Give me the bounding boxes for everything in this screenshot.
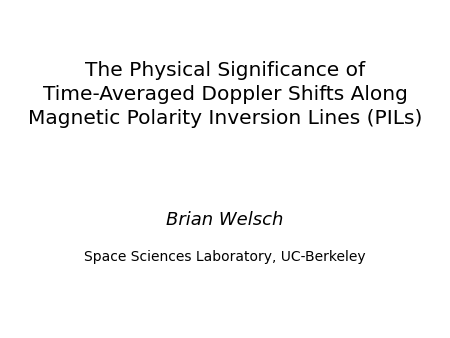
Text: The Physical Significance of
Time-Averaged Doppler Shifts Along
Magnetic Polarit: The Physical Significance of Time-Averag… — [28, 61, 422, 128]
Text: Space Sciences Laboratory, UC-Berkeley: Space Sciences Laboratory, UC-Berkeley — [84, 250, 366, 264]
Text: Brian Welsch: Brian Welsch — [166, 211, 284, 229]
